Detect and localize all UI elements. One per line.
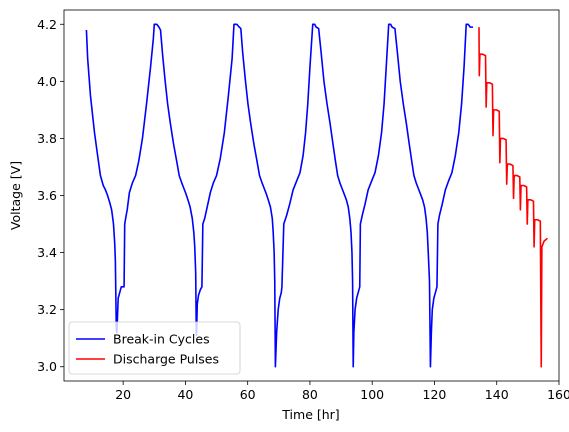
series-line-discharge-pulses: [478, 27, 548, 368]
legend: Break-in Cycles Discharge Pulses: [68, 321, 241, 375]
legend-label-discharge: Discharge Pulses: [113, 352, 219, 367]
legend-label-break-in: Break-in Cycles: [113, 332, 210, 347]
x-tick-label: 160: [547, 387, 569, 402]
y-axis-label: Voltage [V]: [8, 161, 23, 230]
y-tick-label: 3.8: [37, 131, 57, 146]
y-tick-label: 3.6: [37, 188, 57, 203]
y-tick-label: 3.4: [37, 245, 57, 260]
y-tick-label: 3.0: [37, 359, 57, 374]
legend-box: [68, 321, 241, 375]
x-tick-label: 120: [423, 387, 447, 402]
x-tick-label: 40: [177, 387, 193, 402]
x-axis: 20 40 60 80 100 120 140 160: [115, 381, 569, 402]
x-tick-label: 60: [240, 387, 256, 402]
x-axis-label: Time [hr]: [281, 407, 339, 422]
y-axis: 3.0 3.2 3.4 3.6 3.8 4.0 4.2: [37, 17, 64, 374]
x-tick-label: 20: [115, 387, 131, 402]
y-tick-label: 4.0: [37, 74, 57, 89]
x-tick-label: 100: [360, 387, 384, 402]
series-line-break-in-cycles: [85, 23, 474, 368]
x-tick-label: 80: [302, 387, 318, 402]
y-tick-label: 4.2: [37, 17, 57, 32]
x-tick-label: 140: [485, 387, 509, 402]
y-tick-label: 3.2: [37, 302, 57, 317]
